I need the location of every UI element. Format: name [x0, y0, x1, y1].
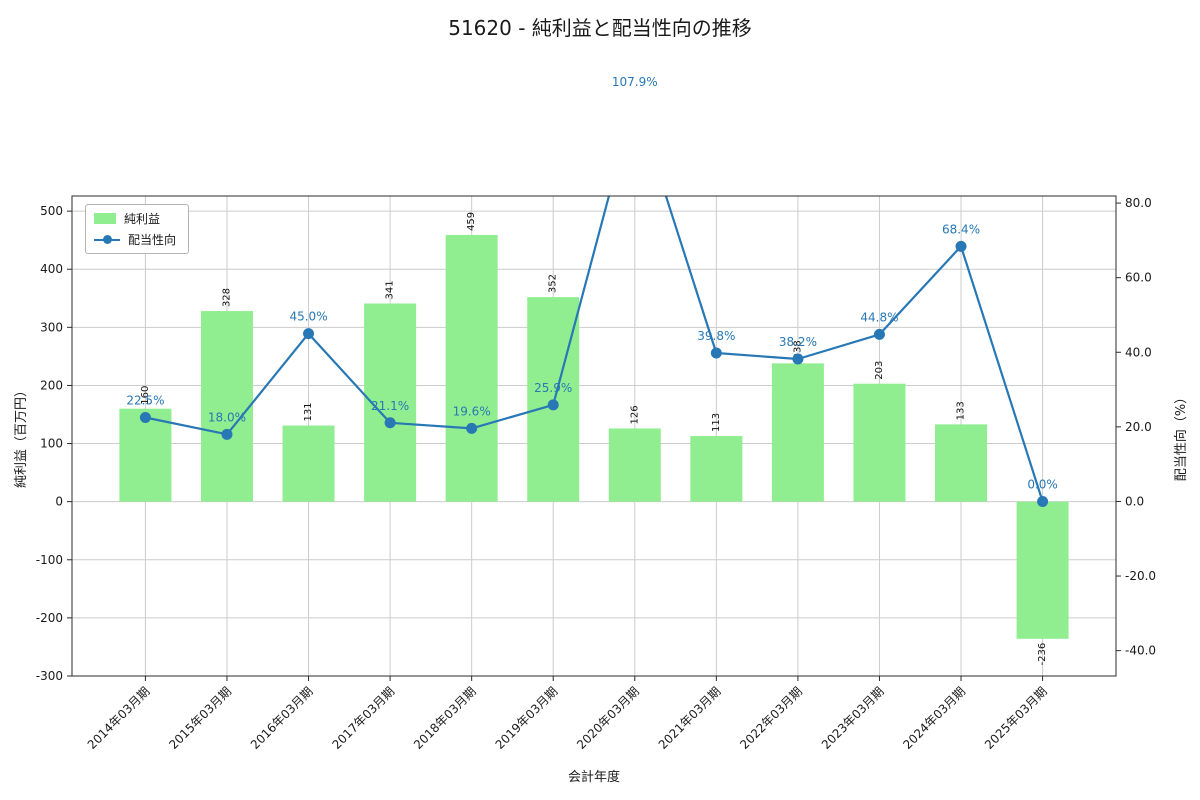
svg-text:113: 113 [711, 413, 722, 432]
payout-ratio-labels: 22.5% 18.0% 45.0% 21.1% 19.6% 25.9% 107.9% 39.8… [126, 75, 1058, 491]
bar [771, 363, 824, 502]
svg-text:2019年03月期: 2019年03月期 [493, 684, 561, 752]
net-income-swatch [94, 213, 116, 224]
bar [608, 428, 661, 502]
svg-text:2016年03月期: 2016年03月期 [248, 684, 316, 752]
svg-text:60.0: 60.0 [1125, 271, 1152, 285]
svg-text:100: 100 [40, 437, 63, 451]
svg-text:352: 352 [548, 274, 559, 293]
legend-label-payout-ratio: 配当性向 [128, 233, 177, 247]
svg-text:0: 0 [55, 495, 63, 509]
svg-text:2023年03月期: 2023年03月期 [819, 684, 887, 752]
bar [935, 424, 988, 502]
bar [282, 425, 335, 502]
svg-text:45.0%: 45.0% [289, 310, 327, 324]
svg-text:44.8%: 44.8% [860, 310, 898, 324]
svg-text:21.1%: 21.1% [371, 399, 409, 413]
svg-text:40.0: 40.0 [1125, 345, 1152, 359]
bar [853, 383, 906, 502]
legend: 純利益 配当性向 [85, 204, 190, 254]
svg-text:300: 300 [40, 320, 63, 334]
svg-text:200: 200 [40, 378, 63, 392]
line-marker [466, 422, 478, 434]
bar [1016, 501, 1069, 639]
svg-text:2014年03月期: 2014年03月期 [85, 684, 153, 752]
svg-text:459: 459 [466, 212, 477, 231]
svg-text:2020年03月期: 2020年03月期 [574, 684, 642, 752]
svg-text:2018年03月期: 2018年03月期 [411, 684, 479, 752]
svg-text:2017年03月期: 2017年03月期 [329, 684, 397, 752]
svg-text:328: 328 [221, 288, 232, 307]
bar [119, 408, 172, 502]
line-marker [710, 347, 722, 359]
svg-text:2015年03月期: 2015年03月期 [166, 684, 234, 752]
svg-text:126: 126 [629, 405, 640, 424]
bar [690, 436, 743, 502]
bar-value-labels: 160 328 131 341 459 352 126 113 238 203 133 -236 [140, 212, 1048, 666]
line-marker [547, 399, 559, 411]
y-axis-label-left: 純利益（百万円） [14, 384, 29, 489]
svg-text:2024年03月期: 2024年03月期 [900, 684, 968, 752]
svg-text:39.8%: 39.8% [697, 329, 735, 343]
legend-item-payout-ratio: 配当性向 [94, 232, 176, 247]
svg-text:400: 400 [40, 262, 63, 276]
payout-ratio-swatch [94, 234, 120, 246]
chart-title: 51620 - 純利益と配当性向の推移 [448, 16, 752, 40]
legend-label-net-income: 純利益 [124, 212, 161, 226]
payout-ratio-line [139, 94, 1049, 507]
line-marker [873, 328, 885, 340]
svg-text:19.6%: 19.6% [453, 404, 491, 418]
svg-text:238: 238 [792, 340, 803, 359]
svg-text:0.0: 0.0 [1125, 494, 1144, 508]
line-marker [221, 428, 233, 440]
y-axis-label-right: 配当性向（%） [1174, 390, 1189, 482]
x-axis-label: 会計年度 [567, 770, 620, 785]
svg-text:203: 203 [874, 361, 885, 380]
svg-text:25.9%: 25.9% [534, 381, 572, 395]
svg-text:22.5%: 22.5% [126, 394, 164, 408]
line-marker [792, 353, 804, 365]
svg-text:-200: -200 [36, 611, 63, 625]
svg-text:2022年03月期: 2022年03月期 [737, 684, 805, 752]
svg-text:131: 131 [303, 402, 314, 421]
svg-text:68.4%: 68.4% [942, 222, 980, 236]
line-marker [384, 417, 396, 429]
bar [200, 311, 253, 502]
svg-text:38.2%: 38.2% [779, 335, 817, 349]
line-marker [139, 412, 151, 424]
line-marker [1037, 495, 1049, 507]
bar [445, 234, 498, 502]
line-marker [303, 328, 315, 340]
svg-text:80.0: 80.0 [1125, 196, 1152, 210]
svg-text:160: 160 [140, 386, 151, 405]
legend-item-net-income: 純利益 [94, 211, 176, 226]
svg-text:18.0%: 18.0% [208, 410, 246, 424]
svg-text:20.0: 20.0 [1125, 420, 1152, 434]
svg-text:2021年03月期: 2021年03月期 [656, 684, 724, 752]
svg-text:-300: -300 [36, 669, 63, 683]
plot-frame [71, 195, 1117, 677]
svg-text:-100: -100 [36, 553, 63, 567]
svg-text:341: 341 [385, 280, 396, 299]
svg-text:-20.0: -20.0 [1125, 569, 1156, 583]
line-marker [629, 94, 640, 105]
svg-text:2025年03月期: 2025年03月期 [982, 684, 1050, 752]
svg-text:-40.0: -40.0 [1125, 644, 1156, 658]
svg-text:500: 500 [40, 204, 63, 218]
axis-ticks [67, 202, 1121, 681]
line-marker [955, 240, 967, 252]
svg-text:0.0%: 0.0% [1027, 477, 1058, 491]
svg-text:107.9%: 107.9% [612, 75, 658, 89]
svg-text:133: 133 [956, 401, 967, 420]
net-income-bars [119, 234, 1069, 639]
svg-text:-236: -236 [1037, 643, 1048, 666]
